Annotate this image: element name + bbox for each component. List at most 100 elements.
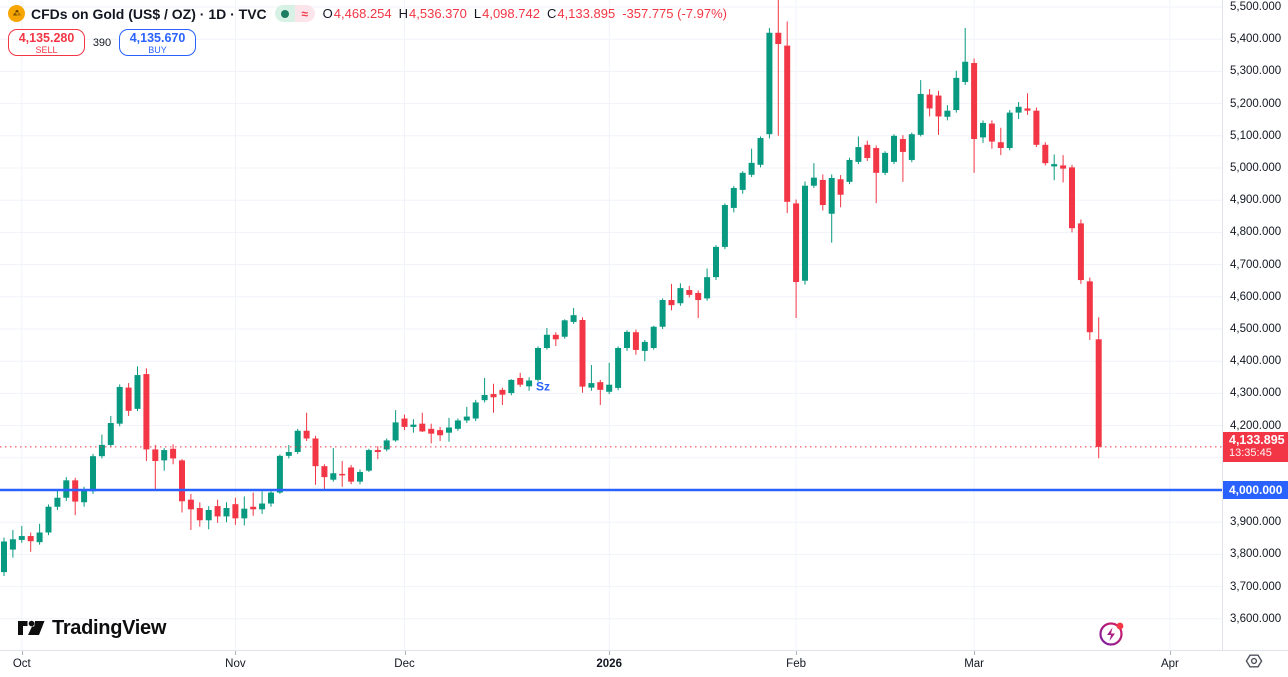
tradingview-logo[interactable]: TradingView — [18, 616, 166, 640]
candle-body — [980, 122, 986, 138]
candle-body — [241, 508, 248, 519]
symbol-title[interactable]: CFDs on Gold (US$ / OZ) · 1D · TVC — [31, 5, 267, 22]
price-tick-label: 5,200.000 — [1230, 97, 1282, 110]
time-scale[interactable]: Oct Nov Dec 2026 Feb Mar Apr — [0, 650, 1288, 677]
candle-body — [116, 386, 123, 424]
buy-button[interactable]: 4,135.670 BUY — [119, 29, 196, 56]
candle-body — [944, 110, 951, 117]
candle-body — [864, 144, 871, 159]
candle-body — [401, 418, 408, 427]
candle-body — [730, 187, 737, 208]
candle-body — [650, 326, 657, 348]
candle-body — [873, 148, 880, 173]
time-tick-label: Dec — [394, 658, 415, 670]
candle-body — [134, 375, 141, 409]
price-tick-label: 4,400.000 — [1230, 355, 1282, 368]
candle-body — [713, 246, 719, 278]
close-value: 4,133.895 — [557, 6, 616, 21]
price-tick-label: 5,400.000 — [1230, 33, 1282, 46]
candle-body — [1095, 339, 1102, 447]
candle-body — [276, 455, 283, 493]
candle-body — [490, 394, 497, 398]
candle-body — [837, 179, 844, 195]
candle-body — [882, 152, 889, 173]
high-label: H — [398, 6, 409, 21]
delayed-data-icon: ≈ — [294, 5, 315, 22]
candle-body — [18, 536, 25, 540]
candle-body — [535, 347, 541, 380]
candle-body — [383, 440, 390, 450]
candle-body — [561, 320, 568, 337]
ohlc-values: O 4,468.254 H 4,536.370 L 4,098.742 C 4,133.… — [323, 6, 727, 21]
candlestick-chart[interactable]: Sz — [0, 0, 1222, 650]
time-tick-label: Oct — [12, 658, 31, 670]
change-value: -357.775 (-7.97%) — [622, 6, 727, 21]
candle-body — [695, 292, 702, 301]
last-price-label[interactable]: 4,133.895 13:35:45 — [1223, 431, 1288, 462]
candle-body — [570, 315, 577, 322]
candle-body — [1033, 110, 1040, 145]
candle-body — [161, 450, 168, 461]
price-tick-label: 4,900.000 — [1230, 194, 1282, 207]
candle-body — [170, 448, 177, 459]
horizontal-line-price-label[interactable]: 4,000.000 — [1223, 481, 1288, 499]
candle-body — [45, 506, 52, 533]
candle-body — [810, 177, 817, 186]
candle-body — [1077, 223, 1084, 281]
candle-body — [196, 508, 203, 521]
candle-body — [285, 452, 292, 456]
tradingview-logo-text: TradingView — [52, 616, 167, 639]
time-tick-mark — [1169, 651, 1171, 655]
high-value: 4,536.370 — [409, 6, 467, 21]
candle-body — [54, 497, 61, 507]
chart-annotation[interactable]: Sz — [536, 379, 550, 393]
candle-body — [223, 508, 230, 517]
candle-body — [232, 504, 239, 519]
time-tick-label: Mar — [964, 658, 984, 670]
candle-body — [98, 444, 105, 457]
candle-body — [81, 490, 88, 503]
candle-body — [588, 383, 595, 388]
candle-body — [704, 277, 711, 299]
candle-body — [365, 450, 372, 471]
trade-panel: 4,135.280 SELL 390 4,135.670 BUY — [8, 29, 196, 56]
candle-body — [606, 384, 613, 392]
candle-body — [739, 172, 746, 190]
candle-body — [757, 138, 764, 165]
candle-body — [784, 45, 791, 202]
price-tick-label: 5,500.000 — [1230, 1, 1282, 13]
price-tick-label: 3,900.000 — [1230, 516, 1282, 529]
tradingview-logo-icon — [18, 616, 45, 640]
time-tick-label: Feb — [786, 658, 807, 670]
buy-price: 4,135.670 — [129, 31, 186, 45]
candle-body — [1051, 164, 1058, 167]
candle-body — [855, 147, 862, 162]
candle-body — [668, 300, 675, 306]
price-scale[interactable]: 4,133.895 13:35:45 4,000.000 5,500.000 5,… — [1222, 0, 1288, 650]
candle-body — [321, 466, 328, 478]
candle-body — [1015, 106, 1022, 113]
chart-canvas[interactable]: Sz — [0, 0, 1222, 650]
time-tick-mark — [974, 651, 976, 655]
price-tick-label: 3,800.000 — [1230, 548, 1282, 561]
price-tick-label: 4,500.000 — [1230, 323, 1282, 335]
candle-body — [543, 334, 550, 348]
candle-body — [615, 347, 622, 388]
sell-button[interactable]: 4,135.280 SELL — [8, 29, 85, 56]
price-tick-label: 5,300.000 — [1230, 65, 1282, 78]
candle-body — [410, 424, 417, 427]
candle-body — [437, 430, 444, 436]
market-status-pill[interactable]: ≈ — [274, 5, 315, 22]
candle-body — [908, 134, 915, 160]
candle-body — [428, 428, 435, 434]
candle-body — [1, 541, 7, 573]
sell-price: 4,135.280 — [18, 31, 75, 45]
lightning-icon[interactable] — [1097, 618, 1127, 648]
candle-body — [552, 334, 559, 340]
candle-body — [802, 185, 808, 281]
candle-body — [517, 377, 524, 385]
scale-settings-icon[interactable] — [1245, 653, 1263, 669]
candle-body — [962, 61, 969, 83]
spread-value: 390 — [92, 36, 112, 49]
candle-body — [472, 402, 479, 419]
